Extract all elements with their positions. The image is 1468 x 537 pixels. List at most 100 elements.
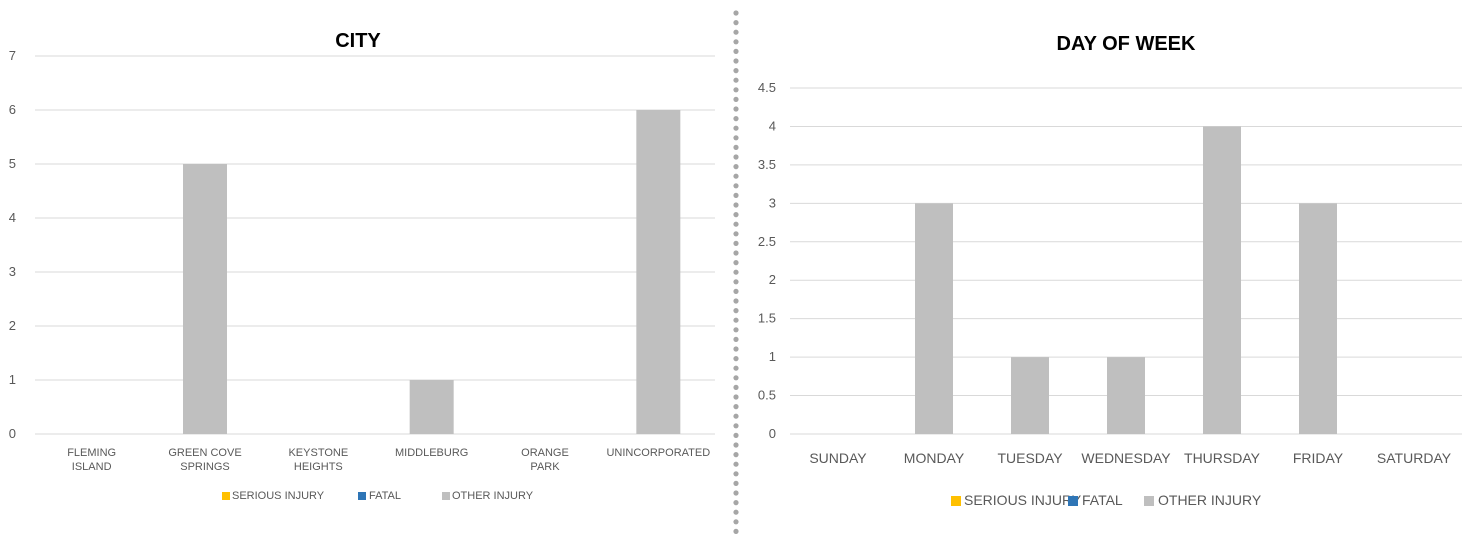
divider-dot xyxy=(733,288,739,294)
y-tick-label: 2 xyxy=(9,318,16,333)
divider-dot xyxy=(733,192,739,198)
divider-dot xyxy=(733,269,739,275)
divider-dot xyxy=(733,173,739,179)
chart-title: DAY OF WEEK xyxy=(1057,33,1196,55)
divider-dot xyxy=(733,116,739,122)
divider-dot xyxy=(733,77,739,83)
legend-swatch xyxy=(222,492,230,500)
dotted-divider xyxy=(733,10,739,535)
divider-dot xyxy=(733,96,739,102)
x-category-label: TUESDAY xyxy=(997,450,1063,466)
legend-swatch xyxy=(358,492,366,500)
divider-dot xyxy=(733,260,739,266)
divider-dot xyxy=(733,125,739,131)
legend-swatch xyxy=(1068,496,1078,506)
y-tick-label: 1 xyxy=(769,349,776,364)
y-tick-label: 1.5 xyxy=(758,311,776,326)
legend-swatch xyxy=(951,496,961,506)
x-category-label: SUNDAY xyxy=(809,450,867,466)
x-category-label: KEYSTONE xyxy=(288,447,348,459)
x-category-label: FLEMING xyxy=(67,447,116,459)
divider-dot xyxy=(733,29,739,35)
day-of-week-chart: DAY OF WEEK 0 0.5 1 1.5 2 2.5 3 3.5 4 4.5 SUNDAY MON… xyxy=(758,33,1462,508)
bar xyxy=(636,110,681,434)
divider-dot xyxy=(733,471,739,477)
x-category-label: ORANGE xyxy=(521,447,569,459)
divider-dot xyxy=(733,375,739,381)
legend: SERIOUS INJURY FATAL OTHER INJURY xyxy=(222,490,534,502)
divider-dot xyxy=(733,528,739,535)
divider-dot xyxy=(733,20,739,26)
x-category-label: WEDNESDAY xyxy=(1081,450,1171,466)
divider-dot xyxy=(733,68,739,74)
x-category-label: HEIGHTS xyxy=(294,461,343,473)
y-tick-label: 0 xyxy=(9,426,16,441)
divider-dot xyxy=(733,519,739,525)
y-tick-label: 3 xyxy=(769,195,776,210)
divider-dot xyxy=(733,39,739,45)
bar xyxy=(1299,203,1337,434)
x-category-label: ISLAND xyxy=(72,461,112,473)
legend-label: FATAL xyxy=(1082,492,1123,508)
y-tick-label: 1 xyxy=(9,372,16,387)
y-tick-label: 5 xyxy=(9,156,16,171)
x-category-label: THURSDAY xyxy=(1184,450,1261,466)
legend-swatch xyxy=(1144,496,1154,506)
divider-dot xyxy=(733,231,739,237)
bar xyxy=(183,164,227,434)
legend-label: SERIOUS INJURY xyxy=(964,492,1082,508)
x-category-label: PARK xyxy=(530,461,560,473)
divider-dot xyxy=(733,240,739,246)
legend-label: FATAL xyxy=(369,490,401,502)
y-tick-label: 2.5 xyxy=(758,234,776,249)
divider-dot xyxy=(733,365,739,371)
city-chart: CITY 0 1 2 3 4 5 6 7 FLEMING ISLAND GREEN COVE SPRIN… xyxy=(9,30,715,502)
divider-dot xyxy=(733,308,739,314)
y-tick-label: 4.5 xyxy=(758,80,776,95)
divider-dot xyxy=(733,384,739,390)
bar xyxy=(915,203,953,434)
divider-dot xyxy=(733,58,739,64)
bar xyxy=(1011,357,1049,434)
divider-dot xyxy=(733,452,739,458)
divider-dot xyxy=(733,250,739,256)
bar xyxy=(409,380,454,434)
divider-dot xyxy=(733,135,739,141)
divider-dot xyxy=(733,298,739,304)
divider-dot xyxy=(733,336,739,342)
divider-dot xyxy=(733,490,739,496)
y-tick-label: 2 xyxy=(769,272,776,287)
divider-dot xyxy=(733,461,739,467)
divider-dot xyxy=(733,212,739,218)
bar xyxy=(1107,357,1145,434)
divider-dot xyxy=(733,10,739,16)
chart-title: CITY xyxy=(335,30,381,52)
y-tick-label: 6 xyxy=(9,102,16,117)
x-category-label: FRIDAY xyxy=(1293,450,1344,466)
divider-dot xyxy=(733,106,739,112)
legend-label: OTHER INJURY xyxy=(1158,492,1262,508)
y-tick-label: 4 xyxy=(769,118,776,133)
x-category-label: GREEN COVE xyxy=(168,447,241,459)
divider-dot xyxy=(733,317,739,323)
divider-dot xyxy=(733,394,739,400)
x-category-label: MONDAY xyxy=(904,450,965,466)
divider-dot xyxy=(733,442,739,448)
divider-dot xyxy=(733,87,739,93)
divider-dot xyxy=(733,423,739,429)
divider-dot xyxy=(733,509,739,515)
y-tick-label: 3 xyxy=(9,264,16,279)
divider-dot xyxy=(733,432,739,438)
bar xyxy=(1203,126,1241,434)
divider-dot xyxy=(733,480,739,486)
legend-label: SERIOUS INJURY xyxy=(232,490,325,502)
divider-dot xyxy=(733,183,739,189)
divider-dot xyxy=(733,356,739,362)
x-category-label: MIDDLEBURG xyxy=(395,447,468,459)
divider-dot xyxy=(733,346,739,352)
y-tick-label: 7 xyxy=(9,48,16,63)
legend-label: OTHER INJURY xyxy=(452,490,534,502)
x-category-label: SPRINGS xyxy=(180,461,230,473)
divider-dot xyxy=(733,279,739,285)
